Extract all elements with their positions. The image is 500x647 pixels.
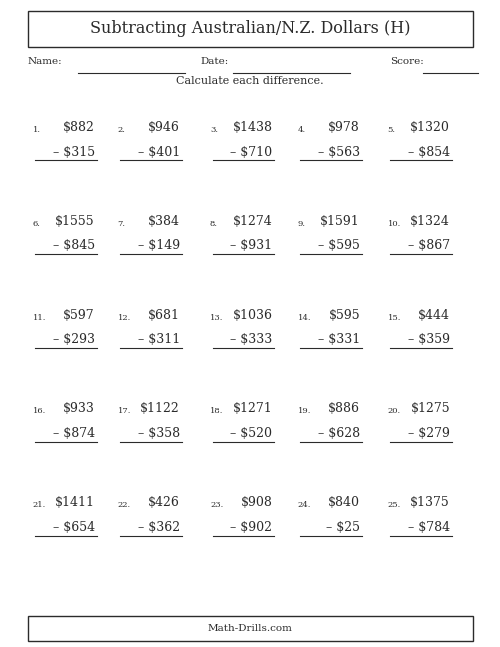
Text: $1438: $1438 xyxy=(232,121,272,134)
Text: $1036: $1036 xyxy=(232,309,272,322)
Text: 22.: 22. xyxy=(118,501,130,509)
Text: 16.: 16. xyxy=(32,408,46,415)
Text: $1375: $1375 xyxy=(410,496,450,509)
Text: 1.: 1. xyxy=(32,126,40,134)
Text: $1411: $1411 xyxy=(55,496,95,509)
Text: $1555: $1555 xyxy=(56,215,95,228)
FancyBboxPatch shape xyxy=(28,11,472,47)
Text: $886: $886 xyxy=(328,402,360,415)
Text: – $359: – $359 xyxy=(408,333,450,346)
Text: – $25: – $25 xyxy=(326,521,360,534)
Text: $1271: $1271 xyxy=(233,402,272,415)
Text: 6.: 6. xyxy=(32,220,40,228)
Text: Name:: Name: xyxy=(28,57,62,66)
Text: $681: $681 xyxy=(148,309,180,322)
Text: – $654: – $654 xyxy=(53,521,95,534)
Text: $933: $933 xyxy=(63,402,95,415)
Text: – $784: – $784 xyxy=(408,521,450,534)
Text: $882: $882 xyxy=(63,121,95,134)
Text: 19.: 19. xyxy=(298,408,311,415)
Text: – $333: – $333 xyxy=(230,333,272,346)
Text: Score:: Score: xyxy=(390,57,424,66)
Text: – $845: – $845 xyxy=(53,239,95,252)
Text: 20.: 20. xyxy=(388,408,400,415)
Text: – $279: – $279 xyxy=(408,427,450,440)
Text: – $358: – $358 xyxy=(138,427,180,440)
Text: – $149: – $149 xyxy=(138,239,180,252)
Text: – $931: – $931 xyxy=(230,239,272,252)
Text: 5.: 5. xyxy=(388,126,396,134)
Text: 21.: 21. xyxy=(32,501,46,509)
Text: $1122: $1122 xyxy=(140,402,180,415)
Text: – $874: – $874 xyxy=(53,427,95,440)
Text: – $854: – $854 xyxy=(408,146,450,159)
Text: 9.: 9. xyxy=(298,220,306,228)
Text: Math-Drills.com: Math-Drills.com xyxy=(208,624,292,633)
Text: – $710: – $710 xyxy=(230,146,272,159)
Text: – $902: – $902 xyxy=(230,521,272,534)
Text: 7.: 7. xyxy=(118,220,126,228)
Text: – $595: – $595 xyxy=(318,239,360,252)
Text: 14.: 14. xyxy=(298,314,311,322)
Text: – $362: – $362 xyxy=(138,521,180,534)
Text: 10.: 10. xyxy=(388,220,400,228)
Text: 12.: 12. xyxy=(118,314,131,322)
Text: – $311: – $311 xyxy=(138,333,180,346)
FancyBboxPatch shape xyxy=(28,616,472,641)
Text: 8.: 8. xyxy=(210,220,218,228)
Text: 3.: 3. xyxy=(210,126,218,134)
Text: $1324: $1324 xyxy=(410,215,450,228)
Text: 4.: 4. xyxy=(298,126,306,134)
Text: 2.: 2. xyxy=(118,126,126,134)
Text: 11.: 11. xyxy=(32,314,46,322)
Text: 15.: 15. xyxy=(388,314,401,322)
Text: Subtracting Australian/N.Z. Dollars (H): Subtracting Australian/N.Z. Dollars (H) xyxy=(90,20,410,38)
Text: 13.: 13. xyxy=(210,314,224,322)
Text: – $867: – $867 xyxy=(408,239,450,252)
Text: $946: $946 xyxy=(148,121,180,134)
Text: $840: $840 xyxy=(328,496,360,509)
Text: – $293: – $293 xyxy=(53,333,95,346)
Text: $1274: $1274 xyxy=(233,215,272,228)
Text: – $563: – $563 xyxy=(318,146,360,159)
Text: – $331: – $331 xyxy=(318,333,360,346)
Text: $978: $978 xyxy=(328,121,360,134)
Text: 23.: 23. xyxy=(210,501,223,509)
Text: Date:: Date: xyxy=(200,57,228,66)
Text: 17.: 17. xyxy=(118,408,131,415)
Text: 25.: 25. xyxy=(388,501,400,509)
Text: $384: $384 xyxy=(148,215,180,228)
Text: $908: $908 xyxy=(240,496,272,509)
Text: – $520: – $520 xyxy=(230,427,272,440)
Text: – $628: – $628 xyxy=(318,427,360,440)
Text: Calculate each difference.: Calculate each difference. xyxy=(176,76,324,86)
Text: $426: $426 xyxy=(148,496,180,509)
Text: $597: $597 xyxy=(64,309,95,322)
Text: $1591: $1591 xyxy=(320,215,360,228)
Text: $1275: $1275 xyxy=(410,402,450,415)
Text: – $315: – $315 xyxy=(53,146,95,159)
Text: 18.: 18. xyxy=(210,408,224,415)
Text: $444: $444 xyxy=(418,309,450,322)
Text: $595: $595 xyxy=(328,309,360,322)
Text: – $401: – $401 xyxy=(138,146,180,159)
Text: $1320: $1320 xyxy=(410,121,450,134)
Text: 24.: 24. xyxy=(298,501,311,509)
